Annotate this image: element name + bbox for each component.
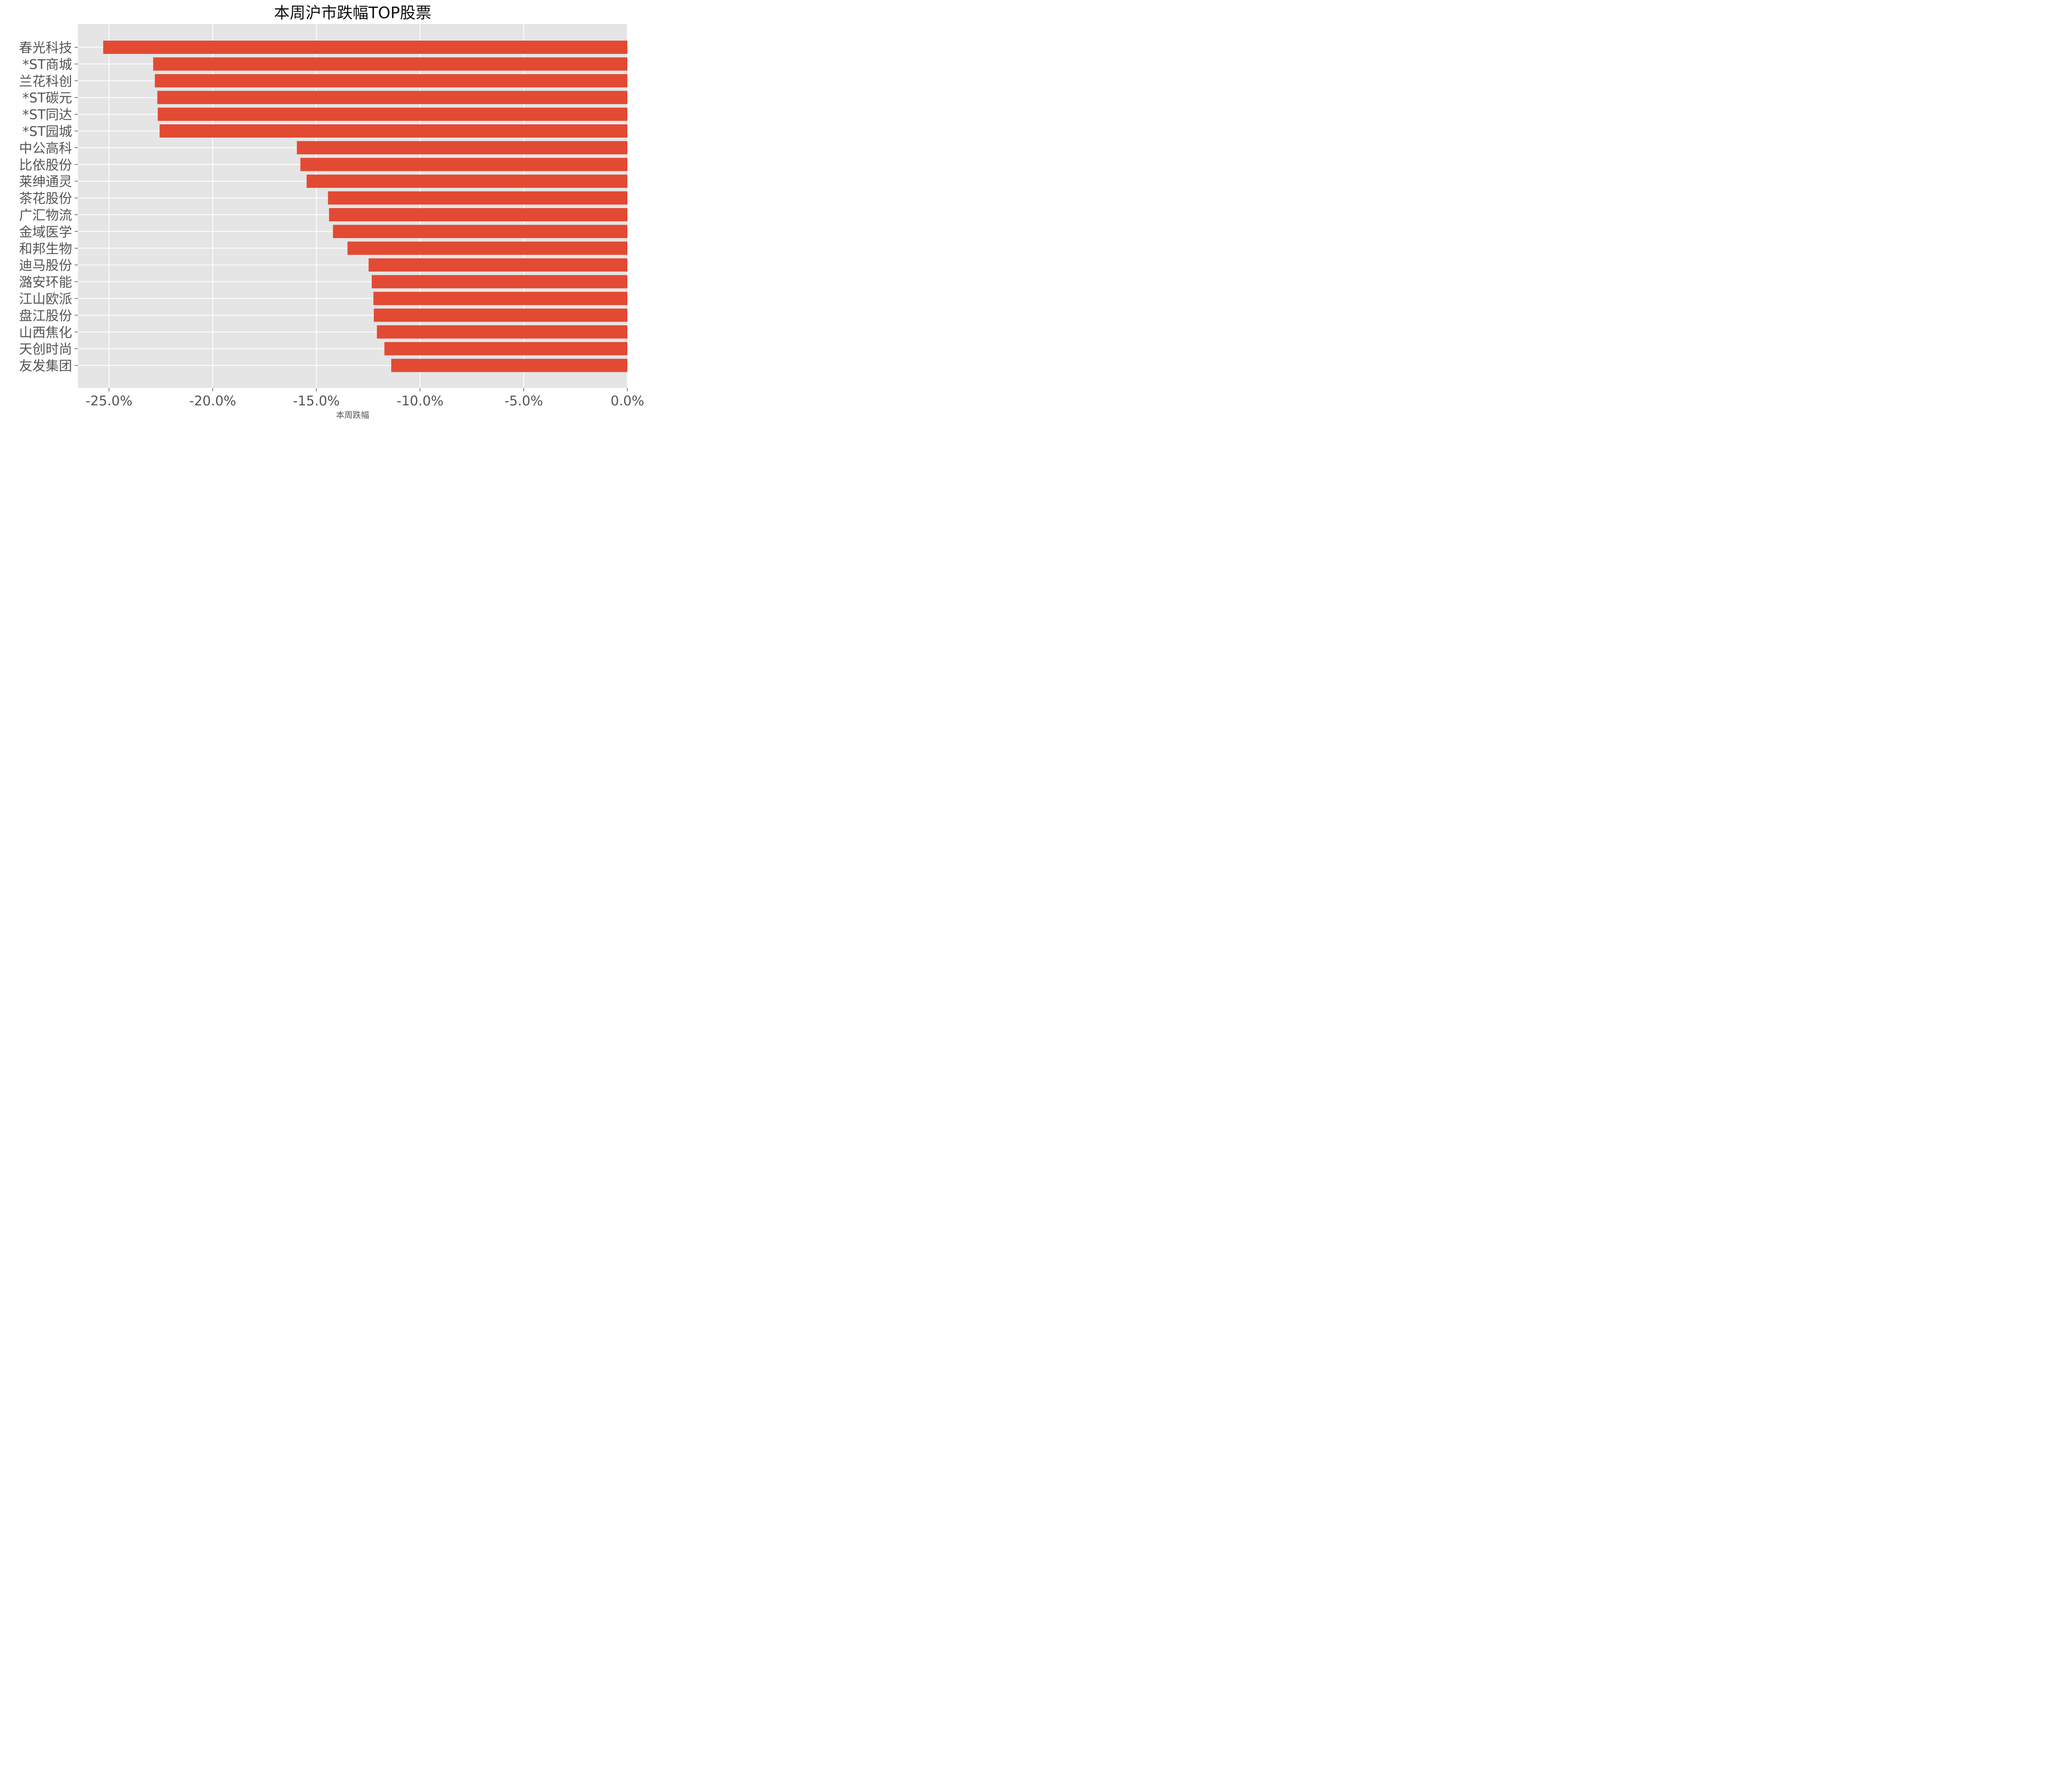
x-tick-label: -20.0% xyxy=(189,393,236,409)
y-tick-label: 山西焦化 xyxy=(19,325,72,340)
y-tick-label: 天创时尚 xyxy=(19,341,72,357)
bar xyxy=(373,292,627,305)
x-axis-label: 本周跌幅 xyxy=(336,410,369,420)
y-tick-label: *ST碳元 xyxy=(22,90,72,106)
bar xyxy=(329,208,627,221)
x-tick-label: -15.0% xyxy=(293,393,340,409)
bar xyxy=(368,258,627,272)
bar xyxy=(155,74,627,87)
y-tick-label: 迪马股份 xyxy=(19,257,72,273)
y-tick-label: 江山欧派 xyxy=(19,291,72,307)
bar xyxy=(157,107,628,121)
y-tick-label: 莱绅通灵 xyxy=(19,174,72,189)
y-tick-label: 友发集团 xyxy=(19,358,72,374)
y-tick-label: 潞安环能 xyxy=(19,274,72,290)
bars xyxy=(103,41,628,372)
bar xyxy=(103,41,628,54)
bar xyxy=(391,359,627,372)
y-tick-label: 盘江股份 xyxy=(19,308,72,323)
y-axis-ticks: 春光科技*ST商城兰花科创*ST碳元*ST同达*ST园城中公高科比依股份莱绅通灵… xyxy=(19,40,78,374)
bar xyxy=(306,175,627,188)
y-tick-label: 比依股份 xyxy=(19,157,72,173)
bar xyxy=(160,124,627,138)
y-tick-label: 和邦生物 xyxy=(19,241,72,257)
bar xyxy=(300,158,627,171)
y-tick-label: 兰花科创 xyxy=(19,73,72,89)
bar xyxy=(374,308,627,322)
bar xyxy=(153,57,628,71)
bar xyxy=(384,342,627,356)
bar xyxy=(297,141,627,155)
bar-chart-svg: 春光科技*ST商城兰花科创*ST碳元*ST同达*ST园城中公高科比依股份莱绅通灵… xyxy=(19,4,644,420)
x-tick-label: 0.0% xyxy=(610,393,644,409)
y-tick-label: 广汇物流 xyxy=(19,207,72,223)
y-tick-label: 金域医学 xyxy=(19,224,72,240)
bar xyxy=(377,325,627,339)
y-tick-label: *ST商城 xyxy=(22,56,72,72)
y-tick-label: 春光科技 xyxy=(19,40,72,56)
x-tick-label: -25.0% xyxy=(85,393,132,409)
bar xyxy=(157,91,627,104)
bar xyxy=(333,225,627,238)
chart-title: 本周沪市跌幅TOP股票 xyxy=(274,4,431,22)
y-tick-label: *ST园城 xyxy=(22,124,72,139)
bar xyxy=(347,241,627,255)
y-tick-label: 中公高科 xyxy=(19,140,72,156)
y-tick-label: *ST同达 xyxy=(22,107,72,123)
x-tick-label: -10.0% xyxy=(397,393,443,409)
bar xyxy=(328,191,627,205)
x-tick-label: -5.0% xyxy=(504,393,543,409)
chart: 春光科技 *ST商城 兰花科创 *ST碳元 *ST同达 *ST园城 中公高科 比依股份 莱绅通灵… xyxy=(0,0,649,425)
x-axis-ticks: -25.0% -20.0% -15.0% -10.0% -5.0% 0.0% xyxy=(85,388,644,409)
bar xyxy=(372,275,627,288)
y-tick-label: 茶花股份 xyxy=(19,191,72,206)
